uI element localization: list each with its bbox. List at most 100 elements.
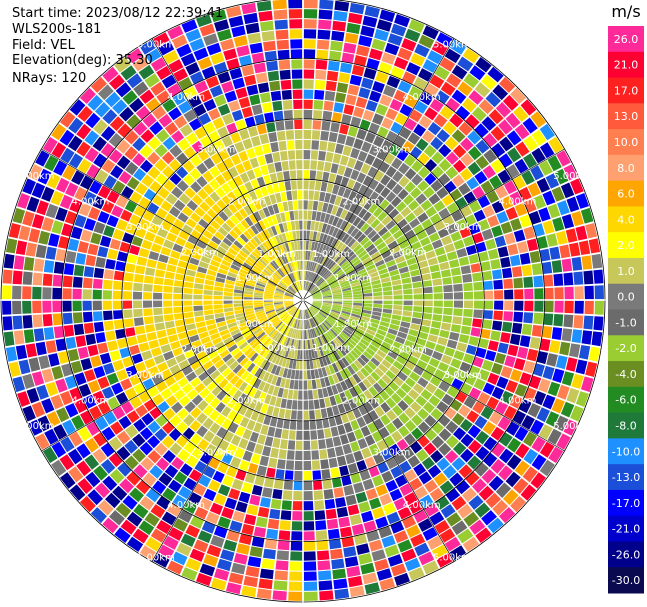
range-gate-cell <box>324 213 331 224</box>
range-gate-cell <box>459 168 473 182</box>
range-gate-cell <box>303 470 312 481</box>
range-gate-cell <box>317 550 330 561</box>
range-gate-cell <box>413 300 423 306</box>
range-gate-cell <box>341 114 352 125</box>
range-gate-cell <box>373 382 383 393</box>
range-gate-cell <box>363 520 377 533</box>
range-gate-cell <box>303 541 316 551</box>
range-gate-cell <box>330 312 339 318</box>
range-gate-cell <box>311 318 317 327</box>
range-gate-cell <box>344 389 353 401</box>
range-gate-cell <box>443 284 453 293</box>
range-gate-cell <box>410 533 426 547</box>
range-gate-cell <box>405 377 416 388</box>
range-gate-cell <box>353 230 363 240</box>
range-gate-cell <box>322 269 330 278</box>
range-gate-cell <box>350 350 360 359</box>
range-gate-cell <box>322 171 330 182</box>
range-gate-cell <box>503 278 514 289</box>
range-gate-cell <box>376 263 387 271</box>
range-gate-cell <box>439 329 450 339</box>
range-gate-cell <box>392 229 404 240</box>
range-gate-cell <box>336 371 344 382</box>
range-gate-cell <box>311 379 317 390</box>
range-gate-cell <box>495 185 509 199</box>
range-gate-cell <box>533 223 545 237</box>
range-gate-cell <box>519 335 531 348</box>
range-gate-cell <box>300 340 303 350</box>
range-gate-cell <box>371 38 386 51</box>
range-gate-cell <box>346 22 361 34</box>
range-gate-cell <box>390 245 401 254</box>
range-gate-cell <box>363 389 374 401</box>
range-gate-cell <box>368 247 378 256</box>
range-gate-cell <box>368 539 383 552</box>
range-gate-cell <box>303 240 306 250</box>
range-gate-cell <box>433 285 443 293</box>
range-gate-cell <box>470 327 481 337</box>
range-gate-cell <box>317 39 330 50</box>
range-gate-cell <box>545 411 560 427</box>
range-gate-cell <box>322 302 332 305</box>
range-gate-cell <box>465 114 480 129</box>
range-gate-cell <box>539 441 555 458</box>
range-gate-cell <box>588 238 601 254</box>
range-gate-cell <box>526 348 539 362</box>
range-gate-cell <box>406 524 421 538</box>
range-gate-cell <box>325 508 337 520</box>
range-gate-cell <box>340 209 348 220</box>
range-gate-cell <box>320 212 326 223</box>
range-gate-cell <box>410 323 421 331</box>
range-gate-cell <box>295 440 303 450</box>
range-gate-cell <box>465 244 477 256</box>
range-gate-cell <box>399 126 412 140</box>
range-gate-cell <box>404 28 421 43</box>
range-gate-cell <box>523 226 536 240</box>
range-gate-cell <box>311 241 316 251</box>
range-gate-cell <box>446 386 459 398</box>
range-gate-cell <box>354 55 368 67</box>
range-gate-cell <box>307 339 311 349</box>
range-gate-cell <box>330 328 338 337</box>
range-gate-cell <box>442 465 457 479</box>
range-gate-cell <box>361 312 371 318</box>
range-gate-cell <box>506 130 522 146</box>
range-gate-cell <box>363 67 377 80</box>
range-gate-cell <box>463 300 474 309</box>
range-gate-cell <box>337 403 346 414</box>
range-gate-cell <box>433 472 448 487</box>
range-gate-cell <box>336 218 344 229</box>
range-gate-cell <box>478 251 489 262</box>
range-gate-cell <box>333 578 348 590</box>
range-gate-cell <box>303 581 318 591</box>
range-gate-cell <box>328 132 338 143</box>
range-gate-cell <box>342 145 352 157</box>
range-gate-cell <box>330 163 339 174</box>
range-gate-cell <box>425 364 437 375</box>
range-gate-cell <box>290 410 297 420</box>
range-gate-cell <box>414 43 430 58</box>
range-gate-cell <box>536 351 548 365</box>
range-gate-cell <box>334 0 350 12</box>
range-gate-cell <box>345 94 357 106</box>
range-gate-cell <box>345 251 355 260</box>
range-gate-cell <box>570 178 584 195</box>
range-gate-cell <box>360 315 370 322</box>
range-gate-cell <box>334 143 344 154</box>
range-gate-cell <box>315 337 321 347</box>
range-gate-cell <box>381 374 392 385</box>
range-gate-cell <box>372 475 384 487</box>
colorbar-tick-label: 13.0 <box>614 110 639 123</box>
range-gate-cell <box>554 287 564 300</box>
range-gate-cell <box>417 180 430 192</box>
elevation-label: Elevation(deg): 35.30 <box>12 53 153 68</box>
range-gate-cell <box>297 350 301 360</box>
range-gate-cell <box>331 286 341 291</box>
range-gate-cell <box>308 349 313 360</box>
range-gate-cell <box>376 349 387 359</box>
range-gate-cell <box>303 190 309 200</box>
range-gate-cell <box>330 238 338 248</box>
range-gate-cell <box>328 457 338 468</box>
range-gate-cell <box>321 120 331 131</box>
range-gate-cell <box>378 325 389 332</box>
